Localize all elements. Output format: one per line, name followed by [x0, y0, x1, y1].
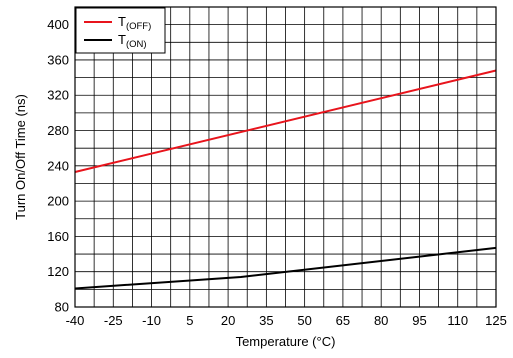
x-tick-label: 5: [186, 313, 193, 328]
x-tick-label: 65: [336, 313, 350, 328]
x-tick-label: 125: [485, 313, 507, 328]
x-tick-label: 50: [297, 313, 311, 328]
x-tick-labels: -40 -25 -10 5 20 35 50 65 80 95 110 125: [66, 313, 507, 328]
x-tick-label: 95: [412, 313, 426, 328]
y-axis-label: Turn On/Off Time (ns): [13, 94, 28, 220]
y-tick-label: 240: [47, 158, 69, 173]
x-tick-label: 35: [259, 313, 273, 328]
y-tick-label: 120: [47, 264, 69, 279]
x-tick-label: 110: [447, 313, 468, 328]
legend-label-t-off-main: T: [118, 14, 126, 29]
x-tick-label: -25: [104, 313, 123, 328]
legend-label-t-on-main: T: [118, 32, 126, 47]
y-tick-labels: 80 120 160 200 240 280 320 360 400: [47, 17, 69, 314]
y-tick-label: 360: [47, 52, 69, 67]
plot-frame: [74, 6, 497, 308]
series-line-t-off: [74, 69, 497, 173]
x-tick-label: -10: [142, 313, 161, 328]
legend-label-t-off: T(OFF): [118, 14, 151, 32]
series-line-t-on: [74, 246, 497, 290]
y-tick-label: 280: [47, 123, 69, 138]
legend-label-t-on: T(ON): [118, 32, 147, 50]
y-tick-label: 400: [47, 17, 69, 32]
legend: T(OFF) T(ON): [75, 7, 166, 54]
y-tick-label: 320: [47, 88, 69, 103]
x-tick-label: 80: [374, 313, 388, 328]
y-tick-label: 80: [55, 300, 69, 315]
legend-box: [75, 7, 166, 54]
x-axis-label: Temperature (°C): [236, 334, 336, 349]
series-lines: [74, 69, 497, 290]
x-tick-label: 20: [221, 313, 235, 328]
legend-label-t-off-sub: (OFF): [126, 21, 151, 32]
x-tick-label: -40: [66, 313, 85, 328]
y-tick-label: 160: [47, 229, 69, 244]
legend-label-t-on-sub: (ON): [126, 39, 147, 50]
y-tick-label: 200: [47, 194, 69, 209]
